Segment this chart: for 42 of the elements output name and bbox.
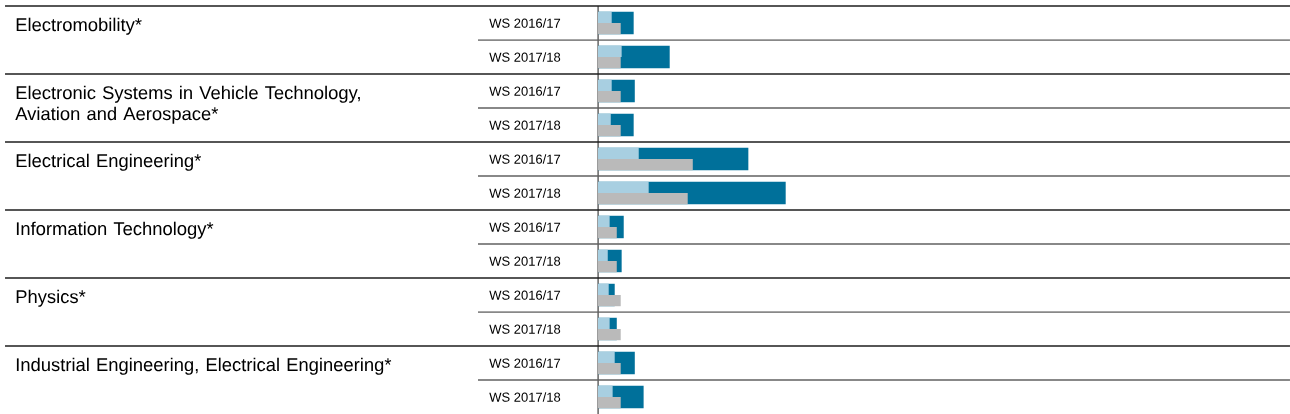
y-tick-label: WS 2017/18 (489, 188, 561, 198)
y-tick-label: WS 2016/17 (489, 86, 561, 96)
y-tick-label: WS 2016/17 (489, 290, 561, 300)
y-tick-label: WS 2017/18 (489, 120, 561, 130)
bar (598, 226, 617, 239)
bar (598, 192, 688, 205)
bar (598, 91, 621, 103)
bar (598, 124, 621, 137)
text: Electromobility* (16, 17, 142, 35)
y-tick-label: WS 2017/18 (489, 324, 561, 334)
y-tick-label: WS 2017/18 (489, 392, 561, 402)
bar (598, 181, 649, 193)
bar (598, 147, 639, 159)
bar (598, 215, 610, 227)
bar (598, 249, 608, 261)
bar (598, 328, 621, 341)
y-tick-label: WS 2016/17 (489, 222, 561, 232)
y-tick-label: WS 2016/17 (489, 154, 561, 164)
bar (598, 385, 613, 397)
bar (598, 79, 612, 91)
y-tick-label: WS 2017/18 (489, 52, 561, 62)
bar (598, 11, 612, 23)
text: Industrial Engineering, Electrical Engineering* (16, 357, 392, 375)
bar (598, 294, 621, 307)
text: Physics* (16, 289, 86, 307)
text: Electronic Systems in Vehicle Technology, Aviation and Aerospace* (15, 85, 360, 124)
bar (598, 23, 621, 35)
bar (598, 351, 615, 363)
bar (598, 159, 693, 171)
bar (598, 283, 609, 295)
bar (598, 362, 621, 375)
bar (598, 45, 622, 57)
text: Information Technology* (16, 221, 214, 239)
bar (598, 396, 621, 409)
bar (598, 317, 610, 329)
y-tick-label: WS 2017/18 (489, 256, 561, 266)
bar (598, 260, 617, 273)
bar (598, 57, 621, 69)
text: Electrical Engineering* (16, 153, 202, 171)
bar (598, 113, 611, 125)
y-tick-label: WS 2016/17 (489, 18, 561, 28)
y-tick-label: WS 2016/17 (489, 358, 561, 368)
